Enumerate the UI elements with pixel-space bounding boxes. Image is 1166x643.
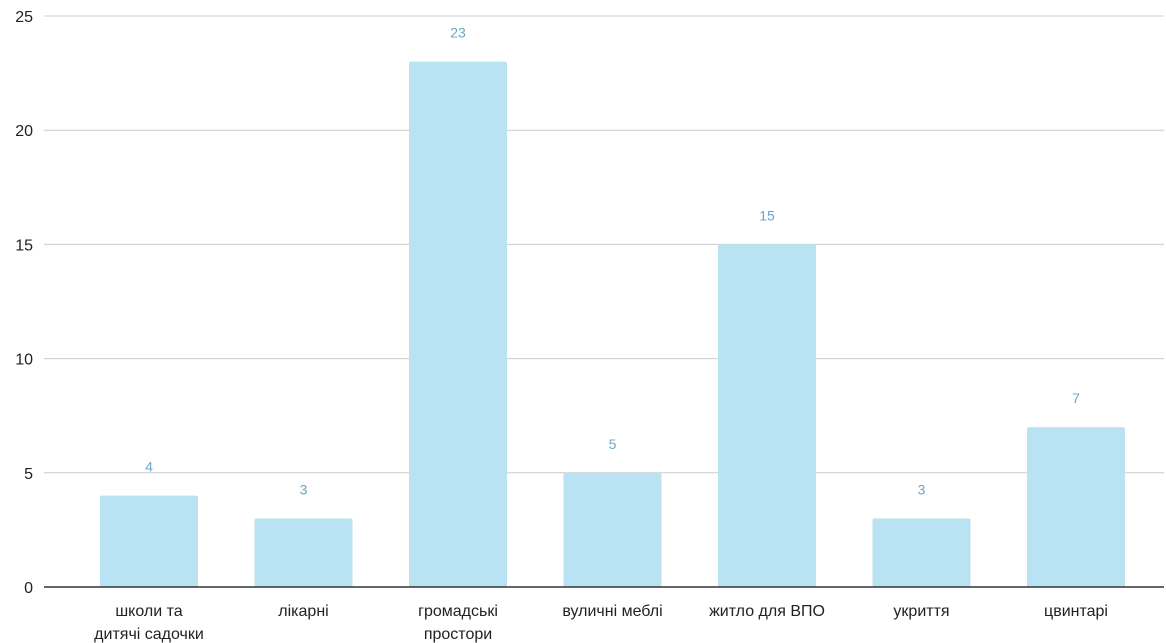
data-label: 3 xyxy=(300,481,308,497)
data-label: 4 xyxy=(145,459,153,475)
x-axis-category-labels: школи та дитячі садочки лікарні громадські п… xyxy=(94,603,1108,643)
x-category-label: укриття xyxy=(893,603,949,620)
x-category-label: житло для ВПО xyxy=(709,603,825,620)
y-tick-label: 15 xyxy=(15,237,33,254)
data-label: 3 xyxy=(918,481,926,497)
bar xyxy=(100,495,198,587)
bar xyxy=(563,472,662,587)
x-category-label: цвинтарі xyxy=(1044,603,1108,620)
x-category-label: школи та xyxy=(115,603,182,620)
bar xyxy=(718,244,816,587)
gridlines xyxy=(44,15,1164,474)
x-category-label: дитячі садочки xyxy=(94,626,204,643)
data-label: 7 xyxy=(1072,390,1080,406)
y-tick-label: 10 xyxy=(15,352,33,369)
bar xyxy=(1027,427,1125,587)
y-tick-label: 0 xyxy=(24,580,33,597)
bar xyxy=(409,61,507,588)
bar xyxy=(872,518,971,587)
x-category-label: лікарні xyxy=(278,603,328,620)
y-axis-tick-labels: 0 5 10 15 20 25 xyxy=(15,9,33,597)
data-label: 15 xyxy=(759,207,775,223)
bar xyxy=(254,518,353,587)
data-labels: 4 3 23 5 15 3 7 xyxy=(145,25,1080,498)
y-tick-label: 25 xyxy=(15,9,33,26)
y-tick-label: 20 xyxy=(15,123,33,140)
x-category-label: простори xyxy=(424,626,492,643)
data-label: 5 xyxy=(609,436,617,452)
data-label: 23 xyxy=(450,25,466,41)
bars xyxy=(100,61,1125,588)
x-category-label: громадські xyxy=(418,603,498,620)
x-category-label: вуличні меблі xyxy=(562,603,662,620)
y-tick-label: 5 xyxy=(24,466,33,483)
